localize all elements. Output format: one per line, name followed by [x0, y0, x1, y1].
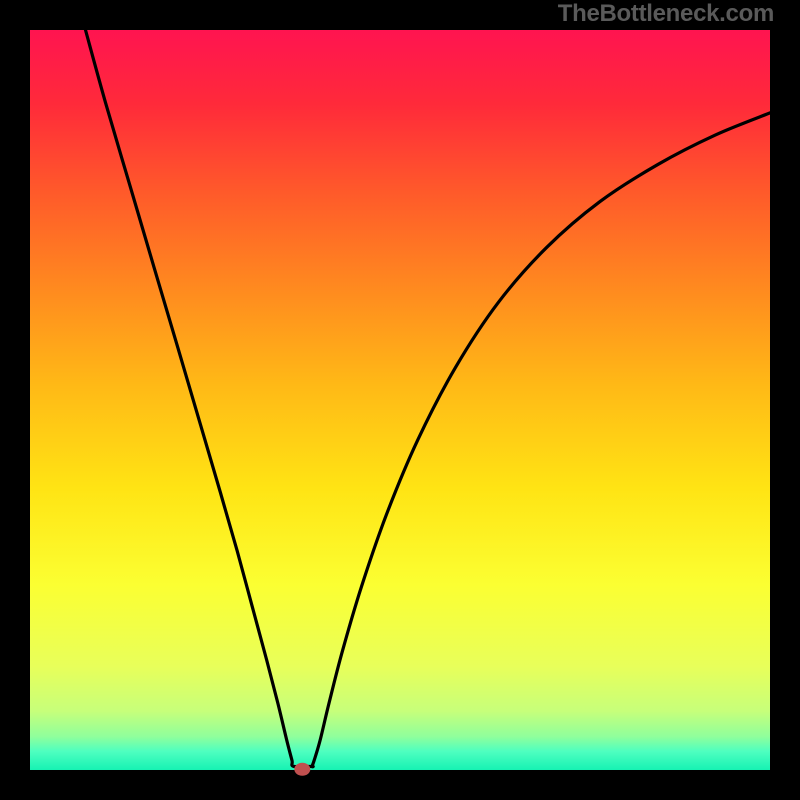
- optimum-marker: [294, 763, 310, 776]
- plot-background: [30, 30, 770, 770]
- chart-frame: { "watermark": { "text": "TheBottleneck.…: [0, 0, 800, 800]
- watermark-text: TheBottleneck.com: [558, 0, 774, 28]
- bottleneck-chart: [0, 0, 800, 800]
